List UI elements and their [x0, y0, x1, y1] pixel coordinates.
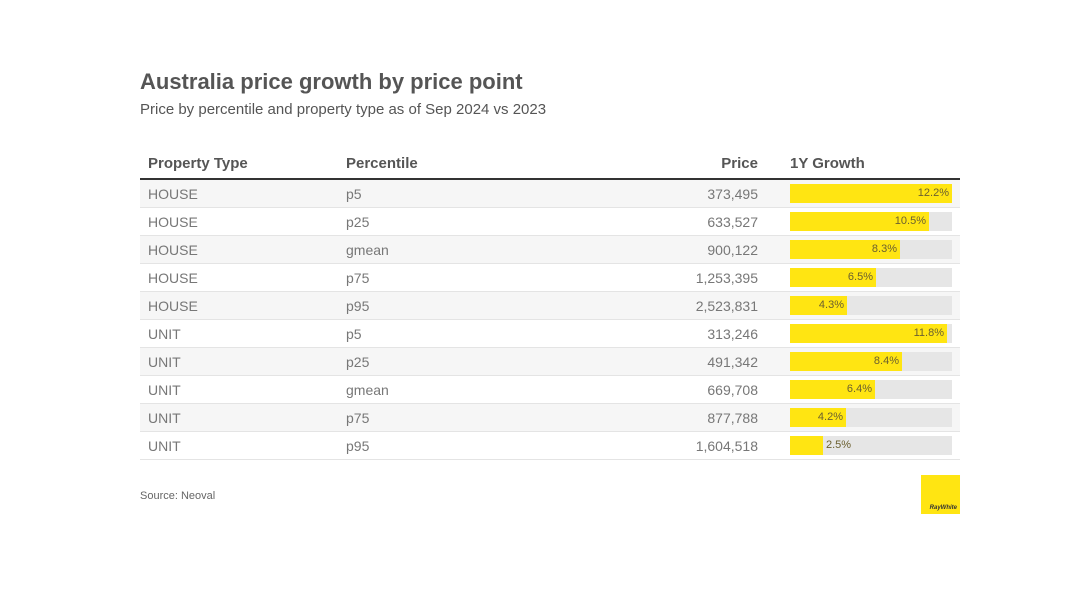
cell-percentile: p5	[346, 179, 646, 208]
source-note: Source: Neoval	[140, 490, 216, 502]
cell-growth: 6.5%	[758, 263, 960, 292]
growth-bar-track: 2.5%	[790, 436, 952, 455]
cell-percentile: p75	[346, 263, 646, 292]
cell-percentile: p5	[346, 319, 646, 348]
table-row: HOUSE p25 633,527 10.5%	[140, 207, 960, 236]
growth-bar-track: 11.8%	[790, 324, 952, 343]
table-row: UNIT p95 1,604,518 2.5%	[140, 431, 960, 460]
growth-bar-label: 8.3%	[871, 243, 897, 255]
cell-property-type: HOUSE	[140, 235, 346, 264]
column-header-property-type: Property Type	[140, 148, 346, 180]
growth-bar-track: 8.4%	[790, 352, 952, 371]
cell-property-type: UNIT	[140, 403, 346, 432]
table-row: HOUSE p95 2,523,831 4.3%	[140, 291, 960, 320]
growth-bar-label: 10.5%	[894, 215, 926, 227]
chart-title: Australia price growth by price point	[140, 69, 523, 94]
cell-percentile: p25	[346, 207, 646, 236]
cell-price: 2,523,831	[646, 291, 758, 320]
growth-bar	[790, 324, 947, 343]
growth-bar	[790, 212, 929, 231]
table-row: HOUSE gmean 900,122 8.3%	[140, 235, 960, 264]
cell-property-type: HOUSE	[140, 291, 346, 320]
growth-bar-label: 2.5%	[826, 439, 852, 451]
growth-bar-track: 6.4%	[790, 380, 952, 399]
growth-bar-track: 8.3%	[790, 240, 952, 259]
growth-bar	[790, 296, 847, 315]
cell-percentile: p95	[346, 291, 646, 320]
table-row: UNIT p5 313,246 11.8%	[140, 319, 960, 348]
cell-property-type: HOUSE	[140, 179, 346, 208]
growth-bar-label: 6.4%	[846, 383, 872, 395]
growth-bar-track: 4.3%	[790, 296, 952, 315]
growth-bar-label: 6.5%	[847, 271, 873, 283]
column-header-percentile: Percentile	[346, 148, 646, 180]
growth-bar-track: 4.2%	[790, 408, 952, 427]
chart-subtitle: Price by percentile and property type as…	[140, 101, 547, 118]
growth-bar-track: 12.2%	[790, 184, 952, 203]
growth-bar	[790, 408, 846, 427]
growth-bar-label: 11.8%	[913, 327, 944, 339]
growth-bar-track: 10.5%	[790, 212, 952, 231]
cell-growth: 11.8%	[758, 319, 960, 348]
cell-price: 313,246	[646, 319, 758, 348]
cell-property-type: HOUSE	[140, 207, 346, 236]
column-header-price: Price	[646, 148, 758, 180]
table-row: HOUSE p75 1,253,395 6.5%	[140, 263, 960, 292]
growth-table: Property Type Percentile Price 1Y Growth…	[140, 148, 960, 460]
growth-bar-track: 6.5%	[790, 268, 952, 287]
table-header-row: Property Type Percentile Price 1Y Growth	[140, 148, 960, 180]
cell-property-type: UNIT	[140, 375, 346, 404]
cell-percentile: p25	[346, 347, 646, 376]
column-header-growth: 1Y Growth	[758, 148, 960, 180]
cell-growth: 8.3%	[758, 235, 960, 264]
cell-price: 633,527	[646, 207, 758, 236]
growth-bar-label: 12.2%	[917, 187, 949, 199]
cell-price: 1,604,518	[646, 431, 758, 460]
cell-percentile: gmean	[346, 375, 646, 404]
growth-bar	[790, 352, 902, 371]
table-row: UNIT p25 491,342 8.4%	[140, 347, 960, 376]
raywhite-logo: RayWhite	[921, 475, 960, 514]
growth-bar	[790, 268, 876, 287]
cell-price: 373,495	[646, 179, 758, 208]
growth-bar-label: 4.3%	[818, 299, 844, 311]
chart-container: Australia price growth by price point Pr…	[140, 68, 960, 460]
cell-property-type: HOUSE	[140, 263, 346, 292]
cell-price: 1,253,395	[646, 263, 758, 292]
cell-price: 491,342	[646, 347, 758, 376]
cell-growth: 12.2%	[758, 179, 960, 208]
cell-price: 669,708	[646, 375, 758, 404]
table-body: HOUSE p5 373,495 12.2% HOUSE p25 633,527 10.5% H…	[140, 179, 960, 460]
cell-growth: 4.2%	[758, 403, 960, 432]
cell-percentile: p75	[346, 403, 646, 432]
cell-price: 900,122	[646, 235, 758, 264]
cell-growth: 6.4%	[758, 375, 960, 404]
growth-bar-label: 8.4%	[873, 355, 899, 367]
growth-bar-label: 4.2%	[817, 411, 843, 423]
growth-bar	[790, 436, 823, 455]
logo-text: RayWhite	[929, 505, 957, 511]
cell-property-type: UNIT	[140, 319, 346, 348]
table-row: UNIT p75 877,788 4.2%	[140, 403, 960, 432]
cell-percentile: p95	[346, 431, 646, 460]
growth-bar	[790, 380, 875, 399]
cell-property-type: UNIT	[140, 347, 346, 376]
cell-growth: 4.3%	[758, 291, 960, 320]
cell-percentile: gmean	[346, 235, 646, 264]
cell-price: 877,788	[646, 403, 758, 432]
cell-property-type: UNIT	[140, 431, 346, 460]
table-row: HOUSE p5 373,495 12.2%	[140, 179, 960, 208]
cell-growth: 2.5%	[758, 431, 960, 460]
table-row: UNIT gmean 669,708 6.4%	[140, 375, 960, 404]
cell-growth: 8.4%	[758, 347, 960, 376]
growth-bar	[790, 184, 952, 203]
growth-bar	[790, 240, 900, 259]
cell-growth: 10.5%	[758, 207, 960, 236]
